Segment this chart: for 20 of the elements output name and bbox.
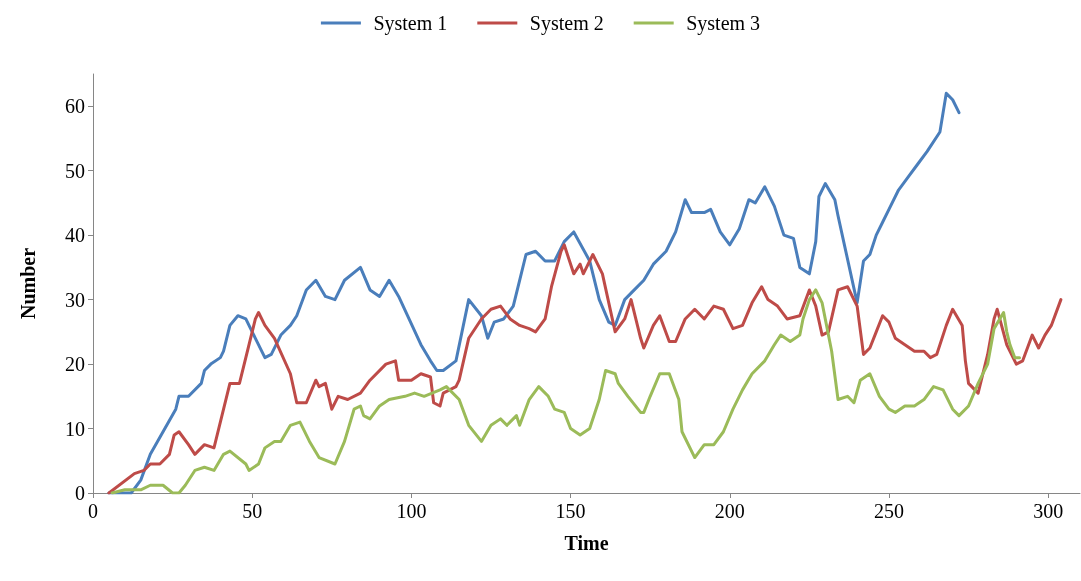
y-axis-title: Number: [17, 247, 39, 320]
y-tick-label: 30: [65, 288, 85, 311]
legend-label: System 3: [686, 12, 761, 35]
y-tick-label: 50: [65, 159, 85, 182]
line-series: [110, 288, 1022, 495]
y-tick-label: 0: [75, 482, 85, 504]
y-tick-label: 20: [65, 353, 85, 376]
x-tick-label: 200: [714, 500, 745, 522]
y-tick-label: 60: [65, 95, 85, 118]
legend-label: System 2: [529, 12, 604, 35]
line-series: [107, 243, 1063, 495]
x-tick-label: 150: [555, 500, 586, 522]
y-tick-label: 10: [65, 417, 85, 440]
x-tick-label: 100: [396, 500, 427, 522]
legend-label: System 1: [373, 12, 448, 35]
x-tick-label: 300: [1033, 500, 1064, 522]
y-tick-label: 40: [65, 224, 85, 247]
x-tick-label: 50: [242, 500, 263, 522]
x-tick-label: 250: [873, 500, 904, 522]
x-axis-title: Time: [564, 532, 609, 554]
